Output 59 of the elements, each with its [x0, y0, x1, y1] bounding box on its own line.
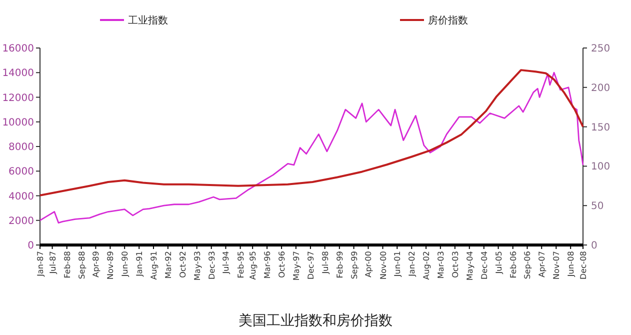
x-tick-label: Oct-92: [178, 251, 188, 278]
x-tick-label: May-04: [465, 251, 474, 280]
x-tick-label: Apr-00: [364, 251, 374, 278]
x-tick-label: Feb-99: [335, 251, 344, 278]
x-tick-label: Apr-89: [92, 251, 101, 278]
x-tick-label: Dec-08: [579, 251, 588, 280]
x-tick-label: Sep-99: [350, 251, 359, 280]
x-tick-label: Jan-87: [36, 251, 45, 278]
x-tick-label: Apr-07: [538, 251, 547, 278]
x-tick-label: Mar-92: [164, 251, 173, 279]
x-tick-label: Jan-91: [135, 251, 144, 278]
y2-tick-label: 250: [591, 44, 610, 54]
x-tick-label: May-97: [292, 251, 301, 280]
x-tick-label: Jul-05: [494, 251, 504, 275]
line-series: [39, 69, 584, 196]
x-tick-label: Aug-95: [248, 251, 258, 280]
x-tick-label: Jun-08: [566, 251, 576, 278]
x-tick-label: Jan-02: [408, 251, 417, 278]
y-tick-label: 8000: [8, 142, 34, 153]
x-tick-label: Jun-90: [120, 251, 130, 278]
x-tick-label: Aug-02: [422, 251, 432, 280]
legend-label: 工业指数: [128, 14, 168, 26]
x-tick-label: Mar-03: [436, 251, 446, 279]
y-tick-label: 12000: [2, 92, 34, 104]
y-tick-label: 2000: [8, 216, 34, 227]
y2-tick-label: 50: [591, 201, 604, 212]
x-tick-label: Nov-07: [552, 251, 562, 280]
y2-tick-label: 0: [591, 240, 598, 252]
x-tick-label: Oct-96: [278, 251, 287, 278]
x-tick-label: Feb-95: [236, 251, 246, 278]
y2-tick-label: 200: [591, 82, 610, 94]
y-tick-label: 4000: [8, 191, 34, 202]
x-tick-label: Sep-88: [77, 251, 86, 280]
x-tick-label: Aug-91: [149, 251, 158, 280]
y-tick-label: 6000: [8, 166, 34, 178]
x-tick-label: Nov-00: [378, 251, 388, 280]
x-tick-label: Dec-97: [306, 251, 316, 280]
x-tick-label: Oct-03: [450, 251, 460, 278]
y-tick-label: 10000: [2, 117, 34, 128]
y2-tick-label: 150: [591, 122, 610, 134]
line-series: [39, 72, 584, 224]
y-tick-label: 14000: [2, 68, 34, 80]
x-tick-label: Jul-87: [48, 251, 58, 275]
text: 美国工业指数和房价指数: [238, 313, 392, 329]
x-tick-label: Jul-98: [320, 251, 330, 275]
x-tick-label: Jul-94: [222, 251, 231, 275]
y-tick-label: 16000: [2, 44, 34, 54]
x-tick-label: Mar-96: [263, 251, 272, 279]
x-tick-label: Feb-88: [62, 251, 72, 278]
x-tick-label: Nov-89: [106, 251, 116, 280]
x-tick-label: Sep-06: [523, 251, 532, 280]
legend-label: 房价指数: [428, 14, 468, 26]
x-tick-label: Jun-01: [393, 251, 402, 278]
x-tick-label: May-93: [192, 251, 202, 280]
x-tick-label: Dec-93: [207, 251, 216, 280]
x-tick-label: Feb-06: [508, 251, 518, 278]
y2-tick-label: 100: [591, 162, 610, 173]
x-tick-label: Dec-04: [480, 251, 489, 280]
y-tick-label: 0: [28, 240, 34, 252]
